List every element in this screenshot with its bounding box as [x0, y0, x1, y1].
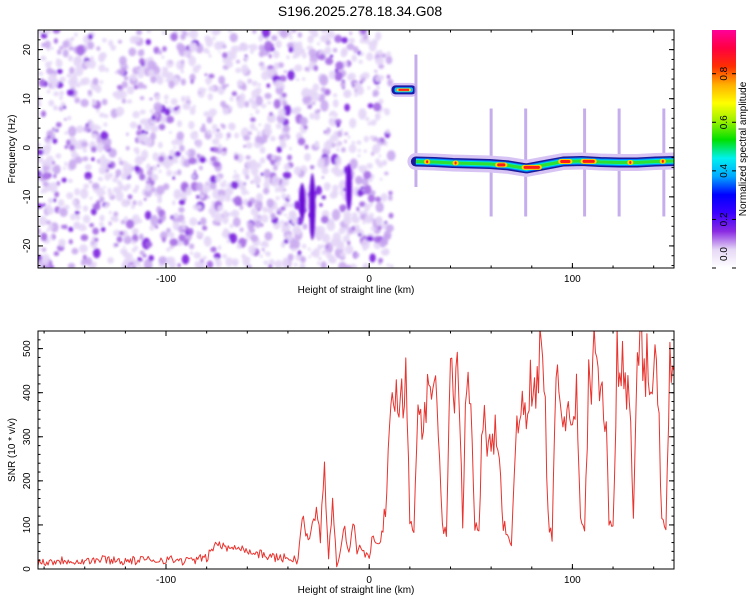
- colorbar-tick-label: 0.8: [719, 66, 730, 80]
- snr-frame: [37, 330, 675, 570]
- colorbar-tick-label: 0.0: [719, 247, 730, 261]
- snr-panel: -100 0 100 0 100 200 300 400 500 Height of strai…: [7, 330, 675, 596]
- snr-ytick-label: 0: [22, 566, 33, 572]
- hot-spots: [424, 158, 666, 170]
- spectrogram-ytick-label: -10: [22, 189, 33, 204]
- spectrogram-ytick-label: -20: [22, 238, 33, 253]
- snr-xtick-label: -100: [156, 575, 176, 586]
- colorbar-gradient: [712, 30, 736, 268]
- colorbar: 0.0 0.2 0.4 0.6 0.8 Normalized spectral ampl…: [712, 30, 749, 269]
- noise-speckle: [38, 30, 396, 268]
- spectrogram-ytick-label: 20: [22, 44, 33, 56]
- spectrogram-ytick-label: 0: [22, 145, 33, 151]
- spectrogram-ylabel: Frequency (Hz): [7, 115, 18, 184]
- noise-streaks: [299, 163, 352, 241]
- snr-ytick-label: 400: [22, 384, 33, 401]
- upper-spectral-line: [390, 82, 417, 97]
- spectrogram-xtick-label: -100: [156, 274, 176, 285]
- spectrogram-xtick-label: 100: [564, 274, 581, 285]
- snr-axes: -100 0 100 0 100 200 300 400 500: [22, 330, 674, 586]
- snr-ylabel: SNR (10 * v/v): [7, 418, 18, 482]
- snr-xtick-label: 0: [366, 575, 372, 586]
- colorbar-tick-label: 0.2: [719, 212, 730, 226]
- snr-ytick-label: 500: [22, 340, 33, 357]
- spectrogram-image: [38, 30, 674, 268]
- colorbar-ticks: 0.0 0.2 0.4 0.6 0.8: [712, 66, 736, 269]
- snr-ytick-label: 100: [22, 516, 33, 533]
- snr-ytick-label: 300: [22, 428, 33, 445]
- spectral-spikes: [414, 54, 666, 217]
- snr-xlabel: Height of straight line (km): [298, 585, 415, 596]
- colorbar-tick-label: 0.6: [719, 115, 730, 129]
- colorbar-label: Normalized spectral amplitude: [738, 81, 749, 216]
- spectrogram-ytick-label: 10: [22, 93, 33, 105]
- snr-xtick-label: 100: [564, 575, 581, 586]
- colorbar-tick-label: 0.4: [719, 163, 730, 177]
- spectrogram-xtick-label: 0: [366, 274, 372, 285]
- snr-series-line: [38, 331, 674, 568]
- figure-title: S196.2025.278.18.34.G08: [278, 3, 442, 19]
- spectrogram-frame: [37, 29, 675, 269]
- spectrogram-xlabel: Height of straight line (km): [298, 285, 415, 296]
- snr-ytick-label: 200: [22, 472, 33, 489]
